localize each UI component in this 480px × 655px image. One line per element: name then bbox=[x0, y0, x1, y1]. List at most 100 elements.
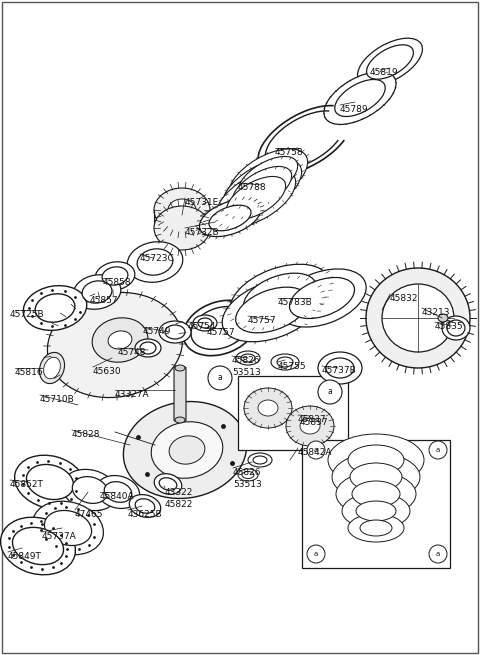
Ellipse shape bbox=[277, 357, 293, 367]
Text: a: a bbox=[217, 373, 222, 383]
Text: 45837: 45837 bbox=[300, 418, 329, 427]
Ellipse shape bbox=[151, 422, 223, 478]
Ellipse shape bbox=[227, 176, 286, 219]
Bar bbox=[238, 376, 348, 450]
Ellipse shape bbox=[342, 493, 410, 529]
Text: a: a bbox=[436, 447, 440, 453]
Ellipse shape bbox=[244, 273, 316, 319]
Ellipse shape bbox=[230, 264, 330, 328]
Text: 45788: 45788 bbox=[238, 183, 266, 192]
Text: 45710B: 45710B bbox=[40, 395, 75, 404]
Text: 43327A: 43327A bbox=[115, 390, 150, 399]
Ellipse shape bbox=[26, 464, 73, 500]
Ellipse shape bbox=[228, 149, 308, 207]
Circle shape bbox=[307, 441, 325, 459]
Ellipse shape bbox=[289, 278, 355, 318]
Ellipse shape bbox=[447, 320, 465, 336]
Ellipse shape bbox=[278, 269, 366, 327]
Text: 45758: 45758 bbox=[275, 148, 304, 157]
Ellipse shape bbox=[358, 38, 422, 86]
Text: 45837: 45837 bbox=[298, 415, 326, 424]
Text: 45754: 45754 bbox=[188, 322, 216, 331]
Text: 45630: 45630 bbox=[93, 367, 121, 376]
Text: 53513: 53513 bbox=[232, 368, 261, 377]
Ellipse shape bbox=[348, 445, 404, 475]
Circle shape bbox=[307, 545, 325, 563]
Ellipse shape bbox=[242, 472, 254, 479]
Ellipse shape bbox=[48, 292, 182, 398]
Ellipse shape bbox=[442, 316, 470, 340]
Ellipse shape bbox=[366, 268, 470, 368]
Text: a: a bbox=[314, 447, 318, 453]
Text: 45816: 45816 bbox=[15, 368, 44, 377]
Ellipse shape bbox=[39, 352, 64, 384]
Text: 45748: 45748 bbox=[118, 348, 146, 357]
Text: 43322: 43322 bbox=[165, 488, 193, 497]
Ellipse shape bbox=[271, 354, 299, 370]
Ellipse shape bbox=[35, 294, 75, 322]
Ellipse shape bbox=[335, 79, 385, 117]
Ellipse shape bbox=[367, 45, 413, 79]
Text: 45819: 45819 bbox=[370, 68, 398, 77]
Text: 45789: 45789 bbox=[340, 105, 369, 114]
Ellipse shape bbox=[336, 472, 416, 516]
Text: a: a bbox=[436, 551, 440, 557]
Ellipse shape bbox=[102, 267, 128, 285]
Ellipse shape bbox=[14, 455, 85, 509]
Ellipse shape bbox=[328, 434, 424, 486]
Ellipse shape bbox=[258, 400, 278, 416]
Ellipse shape bbox=[236, 287, 308, 333]
Ellipse shape bbox=[348, 514, 404, 542]
Text: 45725B: 45725B bbox=[10, 310, 45, 319]
Text: 45723C: 45723C bbox=[140, 254, 175, 263]
Ellipse shape bbox=[382, 284, 454, 352]
Ellipse shape bbox=[159, 321, 191, 343]
Ellipse shape bbox=[236, 351, 260, 365]
Ellipse shape bbox=[248, 453, 272, 467]
Text: 45835: 45835 bbox=[435, 322, 464, 331]
Text: 45731E: 45731E bbox=[185, 198, 219, 207]
Ellipse shape bbox=[356, 501, 396, 521]
Text: a: a bbox=[328, 388, 332, 396]
Ellipse shape bbox=[154, 188, 210, 232]
Text: 45757: 45757 bbox=[207, 328, 236, 337]
Text: 53513: 53513 bbox=[233, 480, 262, 489]
Ellipse shape bbox=[140, 342, 156, 354]
Ellipse shape bbox=[193, 315, 217, 331]
Ellipse shape bbox=[216, 169, 296, 227]
Ellipse shape bbox=[95, 262, 135, 290]
Text: 45828: 45828 bbox=[72, 430, 100, 439]
Ellipse shape bbox=[12, 527, 63, 565]
Text: 47465: 47465 bbox=[75, 510, 104, 519]
Ellipse shape bbox=[135, 339, 161, 357]
Ellipse shape bbox=[165, 325, 185, 339]
Ellipse shape bbox=[175, 417, 185, 423]
Ellipse shape bbox=[199, 199, 261, 236]
Ellipse shape bbox=[159, 477, 177, 490]
Ellipse shape bbox=[135, 498, 155, 514]
Text: 45849T: 45849T bbox=[8, 552, 42, 561]
Ellipse shape bbox=[324, 71, 396, 124]
Ellipse shape bbox=[222, 159, 301, 217]
Ellipse shape bbox=[209, 205, 251, 231]
Text: 45857: 45857 bbox=[90, 296, 119, 305]
Ellipse shape bbox=[62, 470, 118, 511]
Ellipse shape bbox=[198, 318, 212, 328]
Circle shape bbox=[208, 366, 232, 390]
Text: 45822: 45822 bbox=[165, 500, 193, 509]
Ellipse shape bbox=[239, 157, 298, 200]
FancyBboxPatch shape bbox=[174, 367, 186, 421]
Text: 43625B: 43625B bbox=[128, 510, 163, 519]
Ellipse shape bbox=[104, 481, 132, 502]
Text: 45783B: 45783B bbox=[278, 298, 313, 307]
Ellipse shape bbox=[244, 388, 292, 428]
Text: 45858: 45858 bbox=[103, 278, 132, 287]
Ellipse shape bbox=[360, 520, 392, 536]
Ellipse shape bbox=[0, 517, 75, 575]
Text: 45826: 45826 bbox=[232, 356, 261, 365]
Ellipse shape bbox=[352, 481, 400, 507]
Text: 45755: 45755 bbox=[278, 362, 307, 371]
Ellipse shape bbox=[169, 436, 205, 464]
Text: 45737A: 45737A bbox=[42, 532, 77, 541]
Bar bbox=[302, 440, 450, 568]
